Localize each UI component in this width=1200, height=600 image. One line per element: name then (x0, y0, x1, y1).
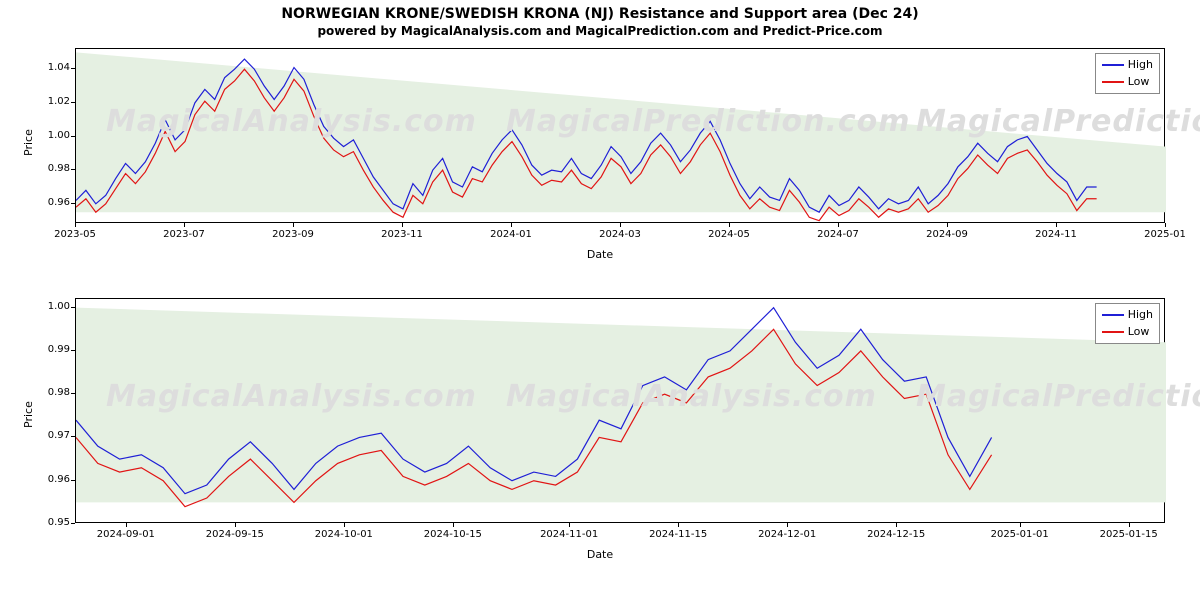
xtick-mark (293, 223, 294, 227)
ytick-label: 1.00 (30, 301, 70, 312)
xtick-mark (235, 523, 236, 527)
xtick-label: 2024-12-01 (747, 529, 827, 540)
xtick-label: 2024-11 (1016, 229, 1096, 240)
xtick-mark (569, 523, 570, 527)
legend-swatch-low (1102, 81, 1124, 83)
xtick-mark (344, 523, 345, 527)
legend-label-high: High (1128, 57, 1153, 74)
xtick-label: 2024-07 (798, 229, 878, 240)
xtick-mark (75, 223, 76, 227)
legend-label-high: High (1128, 307, 1153, 324)
top-plot-area: MagicalAnalysis.com MagicalPrediction.co… (75, 48, 1165, 223)
ytick-mark (71, 307, 75, 308)
ytick-mark (71, 480, 75, 481)
xtick-label: 2023-07 (144, 229, 224, 240)
xtick-label: 2024-01 (471, 229, 551, 240)
xtick-label: 2024-05 (689, 229, 769, 240)
xtick-label: 2025-01-15 (1089, 529, 1169, 540)
ytick-mark (71, 136, 75, 137)
top-xlabel: Date (0, 248, 1200, 261)
legend-item-high: High (1102, 307, 1153, 324)
xtick-mark (1056, 223, 1057, 227)
xtick-mark (511, 223, 512, 227)
xtick-mark (1129, 523, 1130, 527)
legend: High Low (1095, 53, 1160, 94)
xtick-mark (402, 223, 403, 227)
bottom-plot-area: MagicalAnalysis.com MagicalAnalysis.com … (75, 298, 1165, 523)
ytick-mark (71, 436, 75, 437)
ytick-mark (71, 68, 75, 69)
ytick-label: 1.00 (30, 130, 70, 141)
xtick-label: 2023-09 (253, 229, 333, 240)
figure-container: NORWEGIAN KRONE/SWEDISH KRONA (NJ) Resis… (0, 0, 1200, 600)
ytick-mark (71, 393, 75, 394)
xtick-label: 2024-09 (907, 229, 987, 240)
xtick-label: 2024-11-01 (529, 529, 609, 540)
ytick-label: 0.95 (30, 517, 70, 528)
xtick-label: 2024-10-15 (413, 529, 493, 540)
ytick-label: 1.02 (30, 96, 70, 107)
ytick-mark (71, 350, 75, 351)
xtick-mark (838, 223, 839, 227)
bottom-ylabel: Price (22, 401, 35, 428)
xtick-mark (1020, 523, 1021, 527)
support-resistance-shade (76, 308, 1166, 503)
xtick-label: 2024-11-15 (638, 529, 718, 540)
ytick-label: 0.96 (30, 474, 70, 485)
ytick-label: 0.98 (30, 163, 70, 174)
legend-label-low: Low (1128, 74, 1150, 91)
xtick-mark (729, 223, 730, 227)
xtick-mark (947, 223, 948, 227)
top-chart: MagicalAnalysis.com MagicalPrediction.co… (0, 38, 1200, 288)
legend-swatch-high (1102, 314, 1124, 316)
ytick-mark (71, 523, 75, 524)
xtick-label: 2024-03 (580, 229, 660, 240)
xtick-label: 2025-01-01 (980, 529, 1060, 540)
xtick-mark (1165, 223, 1166, 227)
xtick-mark (620, 223, 621, 227)
ytick-mark (71, 203, 75, 204)
ytick-label: 0.99 (30, 344, 70, 355)
xtick-label: 2024-12-15 (856, 529, 936, 540)
support-resistance-shade (76, 52, 1166, 212)
ytick-mark (71, 169, 75, 170)
ytick-label: 1.04 (30, 62, 70, 73)
legend-label-low: Low (1128, 324, 1150, 341)
bottom-lines-svg (76, 299, 1166, 524)
top-ylabel: Price (22, 129, 35, 156)
xtick-label: 2024-09-01 (86, 529, 166, 540)
legend-swatch-low (1102, 331, 1124, 333)
xtick-mark (184, 223, 185, 227)
xtick-mark (896, 523, 897, 527)
xtick-label: 2023-11 (362, 229, 442, 240)
ytick-label: 0.98 (30, 387, 70, 398)
xtick-label: 2024-09-15 (195, 529, 275, 540)
bottom-xlabel: Date (0, 548, 1200, 561)
legend-item-low: Low (1102, 74, 1153, 91)
xtick-label: 2023-05 (35, 229, 115, 240)
legend-item-low: Low (1102, 324, 1153, 341)
chart-subtitle: powered by MagicalAnalysis.com and Magic… (0, 22, 1200, 38)
top-lines-svg (76, 49, 1166, 224)
legend-swatch-high (1102, 64, 1124, 66)
ytick-label: 0.97 (30, 430, 70, 441)
xtick-mark (453, 523, 454, 527)
xtick-label: 2025-01 (1125, 229, 1200, 240)
legend: High Low (1095, 303, 1160, 344)
xtick-mark (678, 523, 679, 527)
xtick-mark (126, 523, 127, 527)
xtick-label: 2024-10-01 (304, 529, 384, 540)
ytick-mark (71, 102, 75, 103)
ytick-label: 0.96 (30, 197, 70, 208)
chart-title: NORWEGIAN KRONE/SWEDISH KRONA (NJ) Resis… (0, 0, 1200, 22)
bottom-chart: MagicalAnalysis.com MagicalAnalysis.com … (0, 298, 1200, 578)
xtick-mark (787, 523, 788, 527)
legend-item-high: High (1102, 57, 1153, 74)
